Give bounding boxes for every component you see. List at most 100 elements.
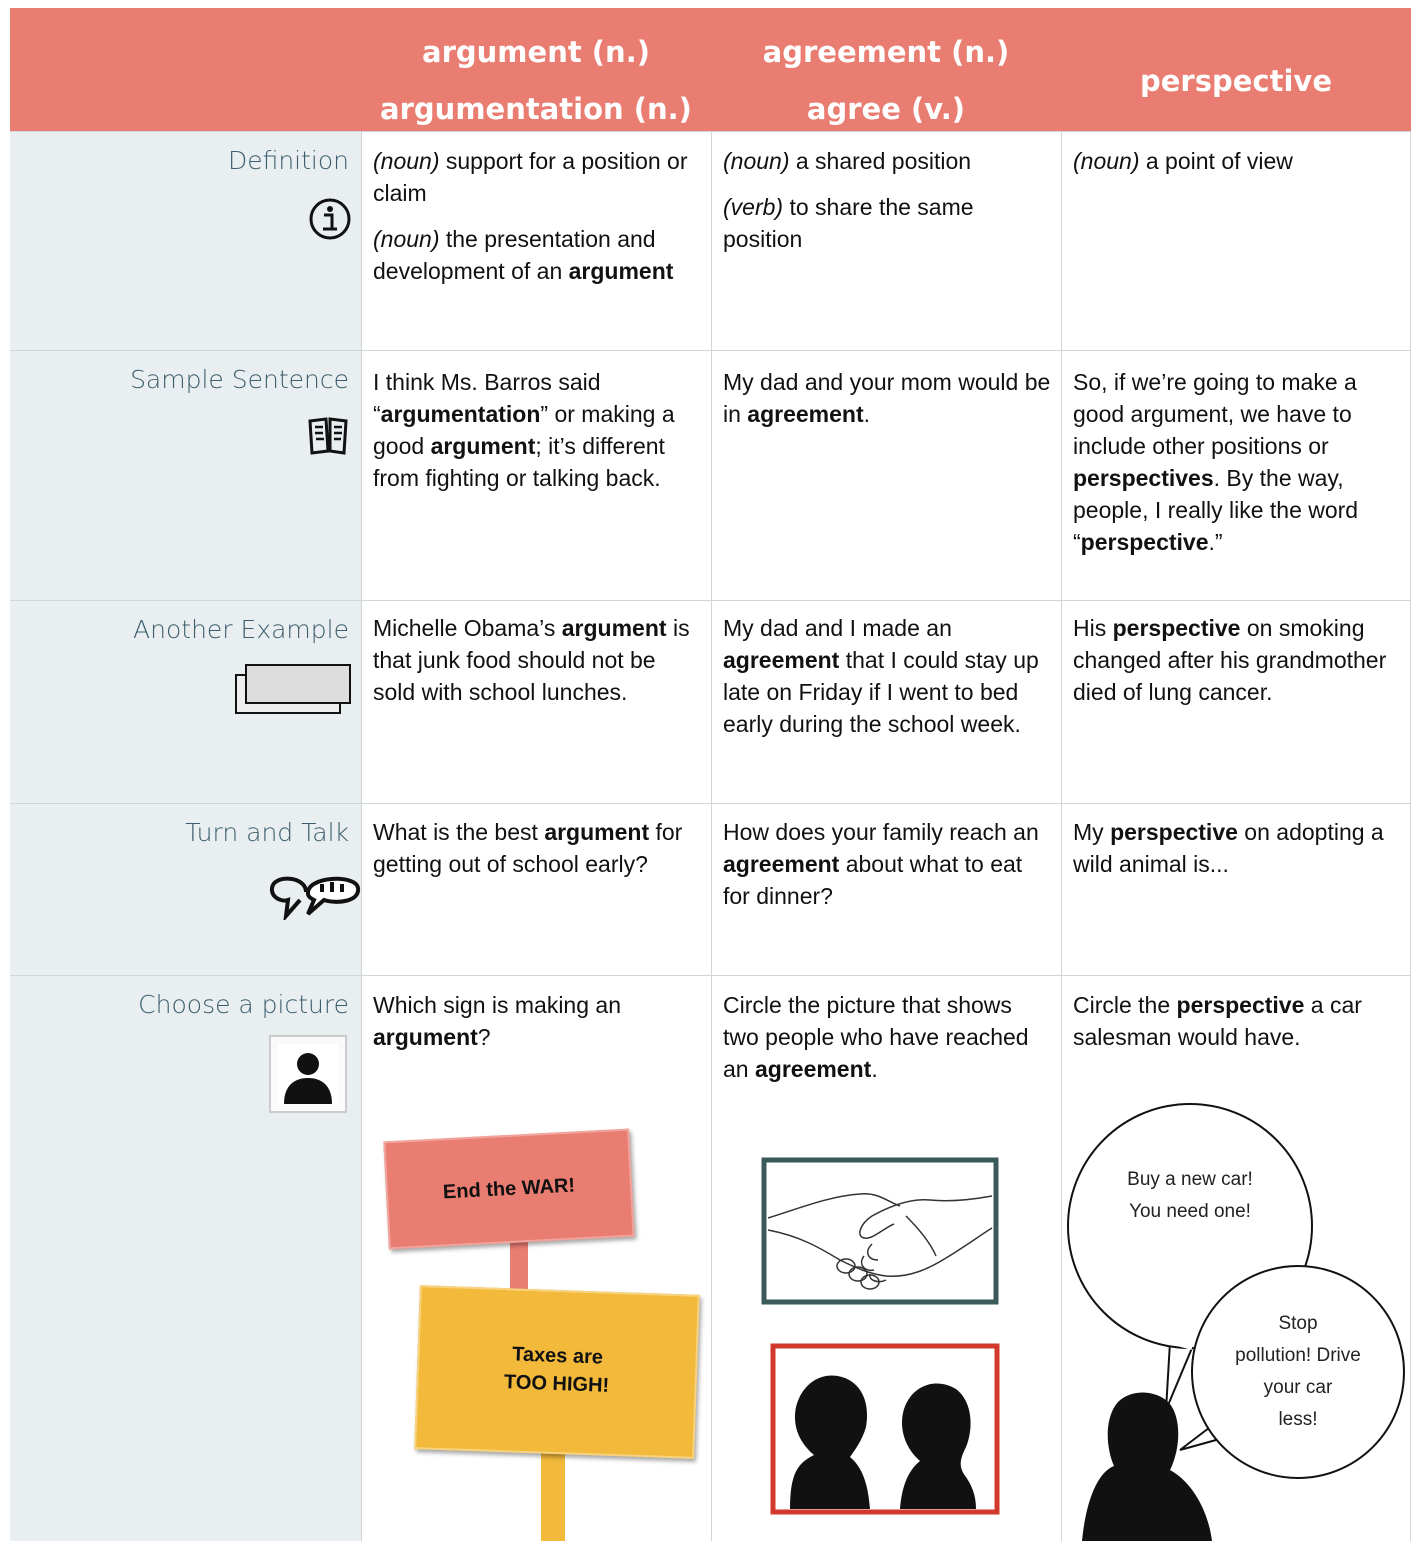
text-run: agreement xyxy=(723,851,840,877)
text-run: argument xyxy=(373,1024,478,1050)
table-cell: My perspective on adopting a wild animal… xyxy=(1061,803,1411,975)
text-run: (verb) xyxy=(723,194,784,220)
text-run: perspectives xyxy=(1073,465,1214,491)
label-text: Choose a picture xyxy=(138,990,349,1019)
text-run: perspective xyxy=(1176,992,1305,1018)
table-border xyxy=(1410,131,1411,1541)
table-cell: So, if we’re going to make a good argume… xyxy=(1061,350,1411,600)
table-cell: My dad and I made an agreement that I co… xyxy=(711,600,1061,803)
text-run: to share the same position xyxy=(723,194,974,252)
row-label: Definition xyxy=(10,131,361,350)
photo-icon xyxy=(269,1035,347,1113)
text-run: . xyxy=(863,401,871,427)
label-text: Definition xyxy=(227,146,349,175)
text-run: ” or making a good xyxy=(373,401,675,459)
sign-post xyxy=(510,1240,528,1295)
text-run: agreement xyxy=(754,1056,872,1082)
text-run: argument xyxy=(568,258,674,284)
text-run: My dad and your mom would be in xyxy=(723,369,1051,427)
text-run: . By the way, people, I really like the … xyxy=(1073,465,1359,555)
table-cell: (noun) a shared position (verb) to share… xyxy=(711,131,1061,350)
label-text: Sample Sentence xyxy=(130,365,349,394)
header-text: argumentation (n.) xyxy=(380,92,692,126)
text-run: a point of view xyxy=(1139,148,1293,174)
text-run: .” xyxy=(1208,529,1223,555)
text-run: perspective xyxy=(1110,819,1238,845)
sign: Taxes are TOO HIGH! xyxy=(414,1285,700,1459)
text-run: support for a position or claim xyxy=(373,148,688,206)
text-run: argument xyxy=(430,433,536,459)
bubble-text: Buy a new car! xyxy=(1127,1169,1253,1190)
header-text: agree (v.) xyxy=(806,92,966,126)
sign-text: End the WAR! xyxy=(442,1174,576,1204)
text-run: Circle the picture that shows two people… xyxy=(723,992,1029,1082)
text-run: Which sign is making an xyxy=(373,992,621,1018)
table-cell: What is the best argument for getting ou… xyxy=(361,803,711,975)
header-cell: perspective xyxy=(1061,8,1411,131)
text-run: ? xyxy=(477,1024,491,1050)
sign-post xyxy=(541,1450,565,1541)
text-run: perspective xyxy=(1112,615,1241,641)
text-run: (noun) xyxy=(1073,148,1140,174)
text-run: argumentation xyxy=(380,401,541,427)
row-label: Another Example xyxy=(10,600,361,803)
text-run: agreement xyxy=(747,401,864,427)
text-run: I think Ms. Barros said “ xyxy=(373,369,601,427)
text-run: (noun) xyxy=(373,226,440,252)
bubble-text: You need one! xyxy=(1129,1201,1251,1222)
cards-icon xyxy=(235,664,351,714)
text-run: is that junk food should not be sold wit… xyxy=(373,615,690,705)
text-run: a car salesman would have. xyxy=(1073,992,1362,1050)
bubble-text: your car xyxy=(1263,1377,1333,1398)
table-cell: Circle the picture that shows two people… xyxy=(711,975,1061,1541)
bubble-text: pollution! Drive xyxy=(1235,1345,1361,1366)
table-cell: His perspective on smoking changed after… xyxy=(1061,600,1411,803)
header-cell: agreement (n.) agree (v.) xyxy=(711,8,1062,131)
text-run: on smoking changed after his grandmother… xyxy=(1073,615,1387,705)
text-run: that I could stay up late on Friday if I… xyxy=(723,647,1039,737)
sign: End the WAR! xyxy=(383,1128,635,1250)
text-run: perspective xyxy=(1080,529,1209,555)
table-cell: Circle the perspective a car salesman wo… xyxy=(1061,975,1411,1541)
table-cell: (noun) support for a position or claim (… xyxy=(361,131,711,350)
bubble-text: Stop xyxy=(1278,1313,1318,1334)
header-text: perspective xyxy=(1140,64,1332,98)
row-label: Sample Sentence xyxy=(10,350,361,600)
row-label: Turn and Talk xyxy=(10,803,361,975)
text-run: My dad and I made an xyxy=(723,615,952,641)
label-text: Another Example xyxy=(133,615,349,644)
text-run: (noun) xyxy=(723,148,790,174)
table-cell: I think Ms. Barros said “argumentation” … xyxy=(361,350,711,600)
header-cell: argument (n.) argumentation (n.) xyxy=(361,8,712,131)
text-run: His xyxy=(1073,615,1113,641)
book-icon xyxy=(308,417,348,455)
text-run: So, if we’re going to make a good argume… xyxy=(1073,369,1357,459)
header-text: argument (n.) xyxy=(422,35,650,69)
handshake-picture xyxy=(761,1157,999,1305)
text-run: the presentation and development of an xyxy=(373,226,656,284)
table-cell: (noun) a point of view xyxy=(1061,131,1411,350)
text-run: . xyxy=(871,1056,878,1082)
text-run: on adopting a wild animal is... xyxy=(1073,819,1384,877)
table-cell: My dad and your mom would be in agreemen… xyxy=(711,350,1061,600)
text-run: What is the best xyxy=(373,819,545,845)
text-run: argument xyxy=(561,615,667,641)
text-run: for getting out of school early? xyxy=(373,819,683,877)
text-run: agreement xyxy=(723,647,840,673)
talk-icon xyxy=(269,876,360,920)
table-cell: Michelle Obama’s argument is that junk f… xyxy=(361,600,711,803)
text-run: ; it’s different from fighting or talkin… xyxy=(373,433,665,491)
info-icon xyxy=(309,198,351,240)
text-run: Michelle Obama’s xyxy=(373,615,562,641)
salesman-picture xyxy=(1067,1103,1405,1541)
bubble-text: less! xyxy=(1278,1409,1318,1430)
text-run: about what to eat for dinner? xyxy=(723,851,1023,909)
table-cell: How does your family reach an agreement … xyxy=(711,803,1061,975)
text-run: argument xyxy=(544,819,650,845)
text-run: My xyxy=(1073,819,1111,845)
header-blank xyxy=(10,8,362,131)
text-run: (noun) xyxy=(373,148,440,174)
text-run: Circle the xyxy=(1073,992,1177,1018)
table-cell: Which sign is making an argument? xyxy=(361,975,711,1541)
